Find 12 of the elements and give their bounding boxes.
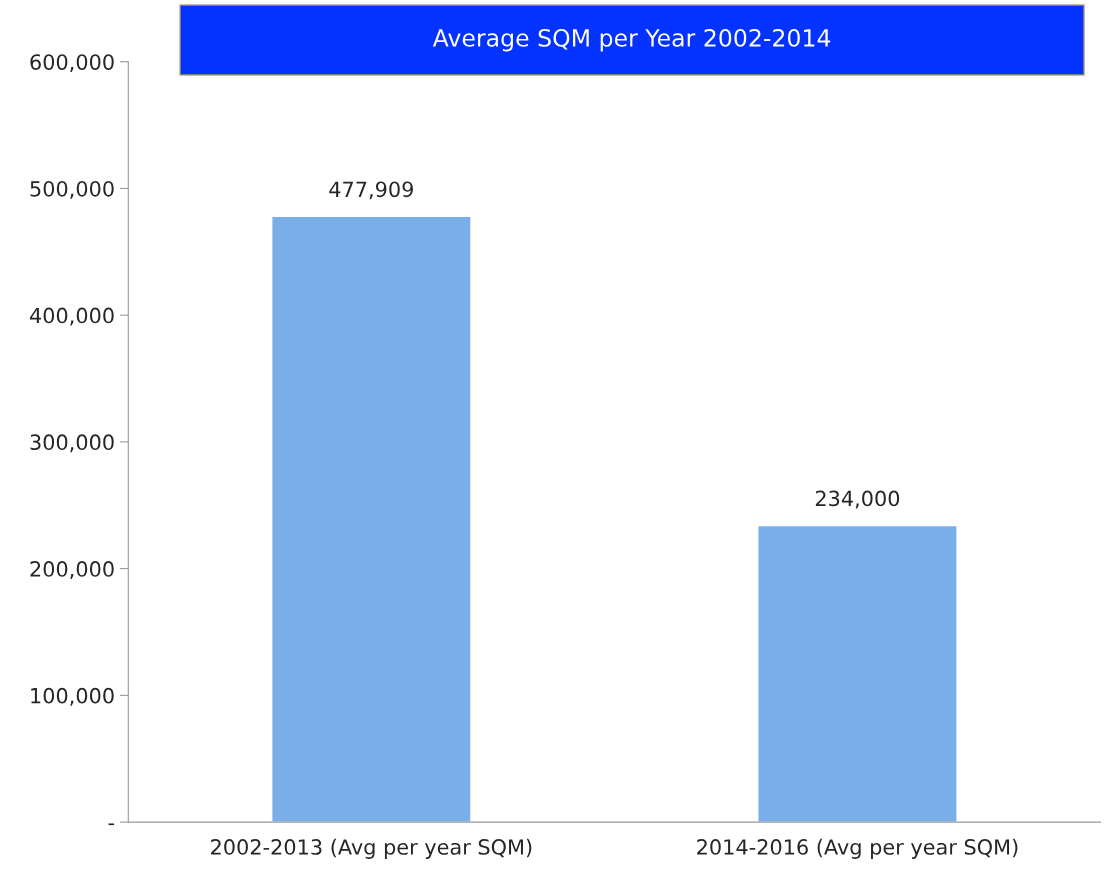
data-label: 477,909 <box>329 181 413 200</box>
x-tick-label: 2014-2016 (Avg per year SQM) <box>697 838 1018 859</box>
x-tick-label: 2002-2013 (Avg per year SQM) <box>211 838 532 859</box>
y-tick-label: 100,000 <box>31 687 114 706</box>
y-tick-label: 300,000 <box>30 434 114 453</box>
data-label: 234,000 <box>815 490 900 509</box>
y-tick-label: 600,000 <box>30 54 114 73</box>
y-tick-label: 500,000 <box>30 180 114 199</box>
y-tick-label: 400,000 <box>29 307 114 326</box>
y-tick-label: - <box>108 823 115 826</box>
chart-title: Average SQM per Year 2002-2014 <box>432 28 831 52</box>
y-tick-label: 200,000 <box>30 561 114 579</box>
